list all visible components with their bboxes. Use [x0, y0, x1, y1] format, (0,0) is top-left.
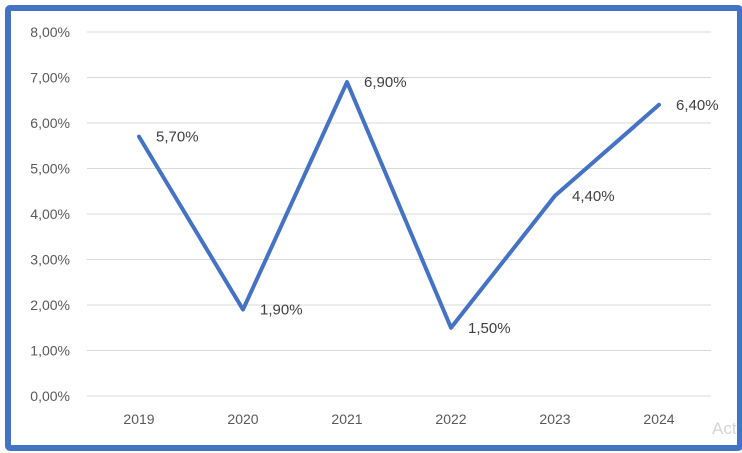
- data-point: [450, 327, 452, 329]
- data-label: 4,40%: [572, 188, 615, 205]
- data-label: 1,50%: [468, 320, 511, 337]
- x-axis-tick-labels: 2019 2020 2021 2022 2023 2024: [123, 411, 674, 427]
- data-labels: 5,70% 1,90% 6,90% 1,50% 4,40% 6,40%: [156, 74, 719, 337]
- series-layer: [137, 80, 661, 330]
- data-point: [138, 136, 140, 138]
- x-tick-label: 2022: [435, 411, 466, 427]
- data-point: [658, 104, 660, 106]
- y-tick-label: 7,00%: [30, 70, 70, 86]
- y-tick-label: 3,00%: [30, 252, 70, 268]
- series-line: [137, 80, 661, 330]
- y-axis-tick-labels: 0,00% 1,00% 2,00% 3,00% 4,00% 5,00% 6,00% 7,00%…: [30, 24, 70, 404]
- data-label: 6,90%: [364, 74, 407, 91]
- data-label: 6,40%: [676, 97, 719, 114]
- x-tick-label: 2023: [539, 411, 570, 427]
- x-tick-label: 2021: [331, 411, 362, 427]
- x-tick-label: 2020: [227, 411, 258, 427]
- activate-windows-watermark: Act: [712, 419, 737, 438]
- data-point: [554, 195, 556, 197]
- data-point: [242, 309, 244, 311]
- data-label: 5,70%: [156, 129, 199, 146]
- data-point: [346, 81, 348, 83]
- y-tick-label: 8,00%: [30, 24, 70, 40]
- y-tick-label: 1,00%: [30, 343, 70, 359]
- x-tick-label: 2019: [123, 411, 154, 427]
- y-tick-label: 2,00%: [30, 297, 70, 313]
- y-tick-label: 4,00%: [30, 206, 70, 222]
- chart-frame: [5, 5, 742, 451]
- gridlines: [87, 31, 711, 397]
- y-tick-label: 0,00%: [30, 388, 70, 404]
- y-tick-label: 6,00%: [30, 115, 70, 131]
- data-label: 1,90%: [260, 302, 303, 319]
- x-tick-label: 2024: [643, 411, 674, 427]
- y-tick-label: 5,00%: [30, 161, 70, 177]
